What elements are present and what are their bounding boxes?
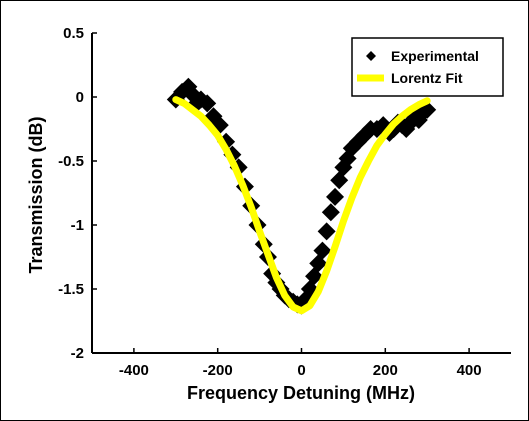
x-tick-label: 400: [457, 362, 482, 379]
x-ticks: -400 -200 0 200 400: [119, 348, 482, 379]
experimental-point: [355, 126, 374, 145]
x-tick-label: 200: [373, 362, 398, 379]
x-axis-title: Frequency Detuning (MHz): [187, 383, 415, 403]
y-tick-label: 0: [76, 89, 84, 106]
legend-lorentz-label: Lorentz Fit: [391, 70, 463, 86]
y-tick-label: 0.5: [63, 25, 84, 42]
experimental-point: [326, 187, 345, 206]
experimental-series: [166, 77, 437, 315]
legend-experimental-label: Experimental: [391, 48, 479, 64]
x-tick-label: 0: [297, 362, 305, 379]
y-tick-label: -0.5: [58, 153, 84, 170]
legend: Experimental Lorentz Fit: [351, 37, 504, 97]
experimental-point: [321, 203, 340, 222]
legend-experimental-marker: [366, 51, 376, 61]
plot-area: -400 -200 0 200 400 0.5 0 -0.5 -1 -1.5 -2: [58, 25, 511, 379]
y-tick-label: -1: [71, 217, 84, 234]
y-tick-label: -1.5: [58, 281, 84, 298]
y-axis-title: Transmission (dB): [26, 116, 46, 273]
experimental-point: [313, 241, 332, 260]
lorentz-fit-line: [172, 96, 431, 315]
x-tick-label: -200: [203, 362, 233, 379]
experimental-point: [198, 94, 217, 113]
y-ticks: 0.5 0 -0.5 -1 -1.5 -2: [58, 25, 97, 362]
x-tick-label: -400: [119, 362, 149, 379]
legend-box: [351, 37, 504, 97]
experimental-point: [317, 222, 336, 241]
y-tick-label: -2: [71, 345, 84, 362]
